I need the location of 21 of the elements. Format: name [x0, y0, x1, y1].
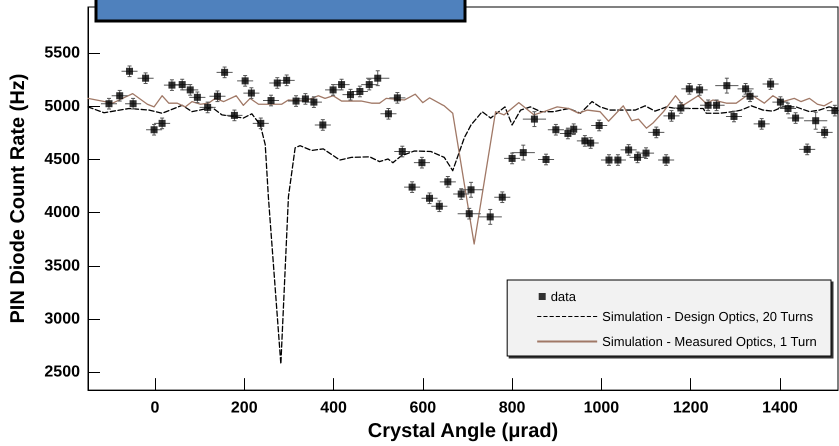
legend-label: data	[550, 289, 577, 304]
x-tick-label: 200	[230, 400, 258, 417]
x-axis-title: Crystal Angle (μrad)	[368, 420, 558, 442]
y-tick-label: 3500	[44, 257, 80, 274]
x-tick-label: 1400	[762, 400, 798, 417]
y-tick-label: 2500	[44, 364, 80, 381]
x-tick-label: 600	[409, 400, 436, 417]
legend-label: Simulation - Measured Optics, 1 Turn	[602, 334, 817, 349]
legend-label: Simulation - Design Optics, 20 Turns	[602, 309, 814, 324]
y-tick-label: 5500	[44, 44, 80, 62]
y-tick-label: 5000	[44, 98, 80, 115]
x-tick-label: 400	[320, 400, 347, 417]
x-tick-label: 1000	[584, 400, 620, 417]
y-tick-label: 4000	[44, 204, 80, 222]
x-tick-label: 0	[150, 400, 160, 417]
x-tick-label: 800	[498, 400, 526, 417]
x-tick-label: 1200	[672, 400, 709, 417]
y-tick-label: 4500	[44, 150, 80, 168]
y-tick-label: 3000	[44, 310, 80, 328]
y-axis-title: PIN Diode Count Rate (Hz)	[7, 74, 29, 324]
line-series	[87, 92, 832, 245]
